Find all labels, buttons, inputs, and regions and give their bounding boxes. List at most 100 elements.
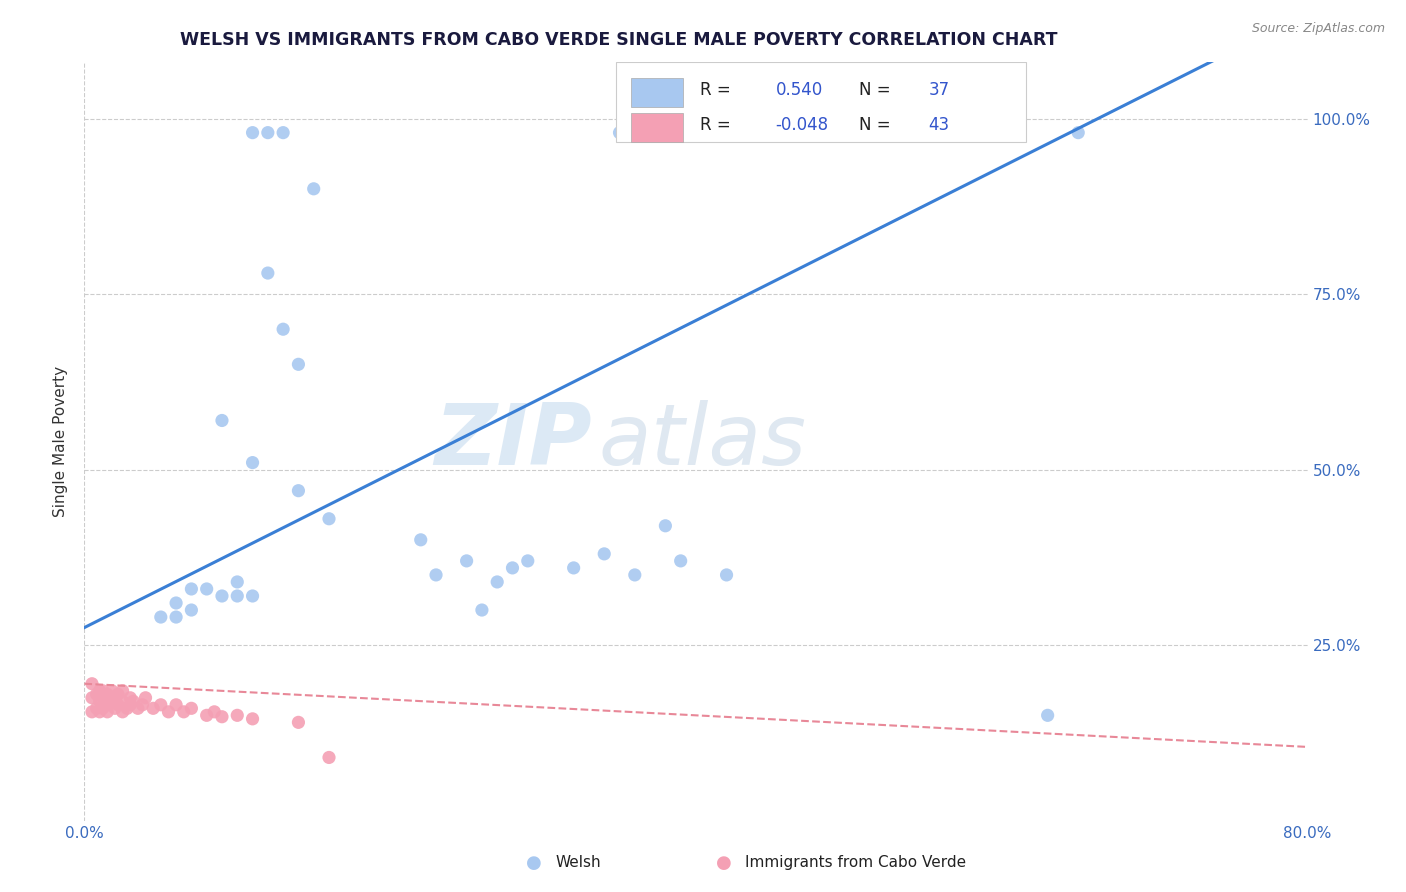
Point [111,705,134,719]
Point [115,701,138,715]
Point [131,698,153,712]
Point [127,701,149,715]
Point [669,554,692,568]
Point [89,683,111,698]
Point [226,589,249,603]
Point [180,603,202,617]
Text: 0.540: 0.540 [776,81,823,100]
Text: Welsh: Welsh [555,855,600,870]
Point [122,694,145,708]
Point [104,690,127,705]
Text: N =: N = [859,116,890,135]
Point [287,483,309,498]
Point [180,701,202,715]
Point [593,547,616,561]
Point [211,589,233,603]
Point [287,357,309,371]
Point [242,456,264,470]
Point [157,705,180,719]
Point [211,710,233,724]
Point [1067,126,1090,140]
Point [202,705,225,719]
Point [80,705,103,719]
Text: Immigrants from Cabo Verde: Immigrants from Cabo Verde [745,855,966,870]
Point [516,554,538,568]
Point [165,596,187,610]
Point [471,603,494,617]
Point [318,750,340,764]
Point [302,182,325,196]
Point [271,322,294,336]
Point [1036,708,1059,723]
Point [409,533,432,547]
Point [107,698,129,712]
Text: R =: R = [700,81,730,100]
FancyBboxPatch shape [631,113,682,142]
Text: ●: ● [716,854,733,871]
Point [135,690,157,705]
Point [502,561,524,575]
Text: -0.048: -0.048 [776,116,828,135]
Point [120,690,142,705]
Point [165,698,187,712]
Point [80,690,103,705]
Text: atlas: atlas [598,400,806,483]
Point [101,694,124,708]
Point [104,701,127,715]
Text: Source: ZipAtlas.com: Source: ZipAtlas.com [1251,22,1385,36]
Point [242,712,264,726]
Text: WELSH VS IMMIGRANTS FROM CABO VERDE SINGLE MALE POVERTY CORRELATION CHART: WELSH VS IMMIGRANTS FROM CABO VERDE SING… [180,31,1057,49]
Point [120,698,142,712]
Text: ZIP: ZIP [434,400,592,483]
Point [456,554,478,568]
Point [96,687,118,701]
Point [173,705,195,719]
Point [271,126,294,140]
Point [111,683,134,698]
Point [91,690,114,705]
Point [226,574,249,589]
Point [101,683,124,698]
Point [195,708,218,723]
Point [211,413,233,427]
FancyBboxPatch shape [616,62,1026,142]
Point [195,582,218,596]
Point [91,683,114,698]
Point [91,701,114,715]
Text: ●: ● [526,854,543,871]
Point [86,701,108,715]
Text: N =: N = [859,81,890,100]
Point [149,698,172,712]
Point [242,589,264,603]
Point [89,705,111,719]
Point [242,126,264,140]
Point [257,126,280,140]
Point [562,561,585,575]
Point [111,694,134,708]
Point [96,705,118,719]
Point [80,677,103,691]
Point [165,610,187,624]
Point [86,687,108,701]
Point [318,512,340,526]
Point [654,518,676,533]
Point [624,568,647,582]
Point [425,568,447,582]
Point [107,687,129,701]
Point [96,698,118,712]
Point [486,574,509,589]
FancyBboxPatch shape [631,78,682,107]
Point [142,701,165,715]
Text: 43: 43 [928,116,949,135]
Point [180,582,202,596]
Text: R =: R = [700,116,730,135]
Point [149,610,172,624]
Point [226,708,249,723]
Point [257,266,280,280]
Point [287,715,309,730]
Y-axis label: Single Male Poverty: Single Male Poverty [53,366,69,517]
Point [716,568,738,582]
Point [89,694,111,708]
Text: 37: 37 [928,81,949,100]
Point [609,126,631,140]
